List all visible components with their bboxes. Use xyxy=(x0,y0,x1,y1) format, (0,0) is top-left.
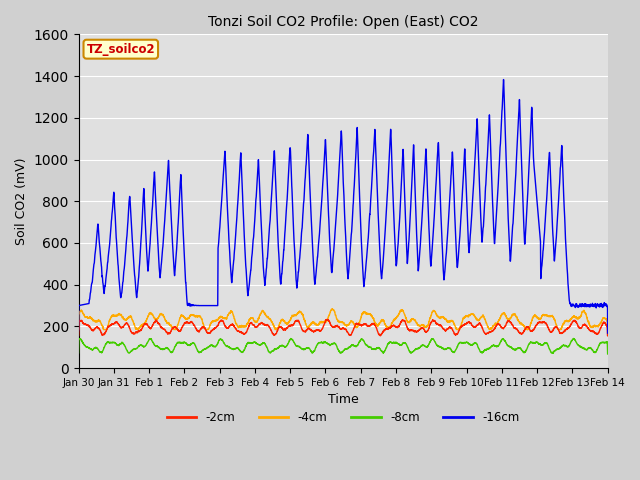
Text: TZ_soilco2: TZ_soilco2 xyxy=(86,43,155,56)
Y-axis label: Soil CO2 (mV): Soil CO2 (mV) xyxy=(15,157,28,245)
X-axis label: Time: Time xyxy=(328,394,358,407)
Legend: -2cm, -4cm, -8cm, -16cm: -2cm, -4cm, -8cm, -16cm xyxy=(162,407,524,429)
Title: Tonzi Soil CO2 Profile: Open (East) CO2: Tonzi Soil CO2 Profile: Open (East) CO2 xyxy=(208,15,478,29)
